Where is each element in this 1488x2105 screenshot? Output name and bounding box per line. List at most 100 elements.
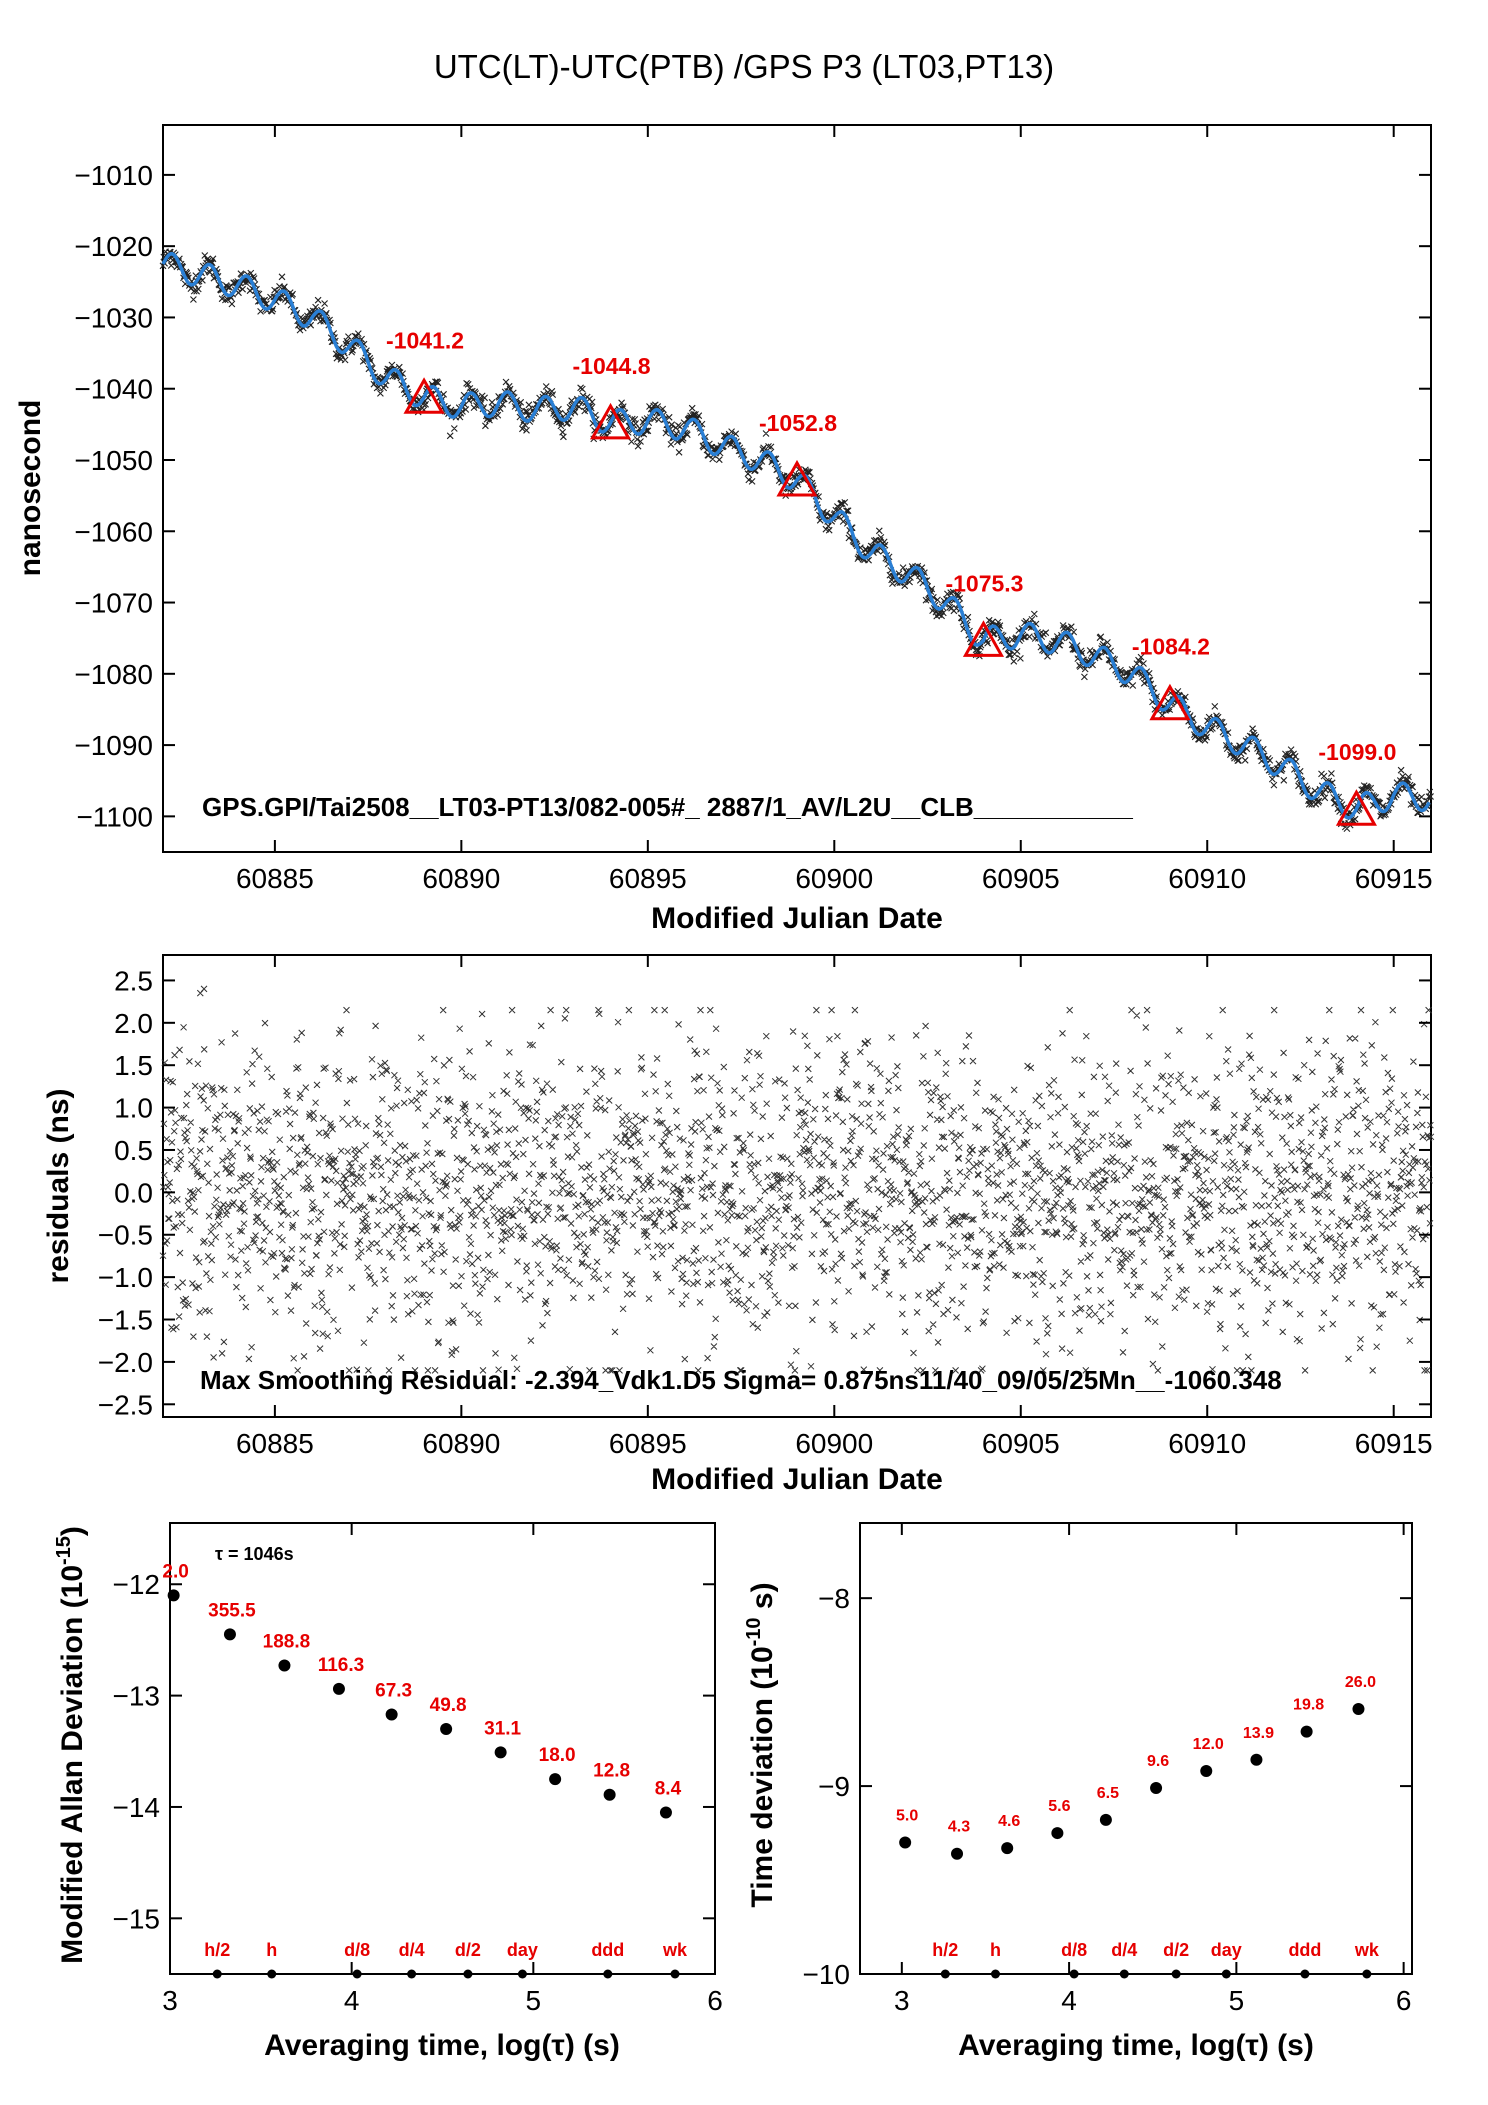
offset-y-tick-label: −1090 (74, 730, 153, 761)
mdev-time-mark-label: d/4 (399, 1940, 425, 1960)
marker-label: -1084.2 (1132, 634, 1210, 660)
tdev-time-mark (1300, 1969, 1310, 1979)
axis-ticks: 60885 60890 60895 60900 60905 60910 60915 −1010… (74, 125, 1433, 2016)
marker-label: -1099.0 (1318, 739, 1396, 765)
mdev-time-mark (212, 1969, 222, 1979)
mdev-point (385, 1708, 398, 1721)
offset-y-tick-label: −1050 (74, 445, 153, 476)
mdev-time-mark-label: ddd (591, 1940, 624, 1960)
tdev-points: 5.0 4.3 4.6 5.6 6.5 9.6 12.0 13.9 19.8 26.0 h/2 h d/… (896, 1674, 1380, 1979)
tdev-time-mark (1069, 1969, 1079, 1979)
mdev-point (440, 1723, 453, 1736)
tdev-point (1099, 1813, 1112, 1826)
residuals-x-tick-label: 60915 (1355, 1428, 1433, 1459)
mdev-x-tick-label: 6 (707, 1985, 723, 2016)
tdev-point-label: 26.0 (1345, 1674, 1376, 1691)
mdev-time-mark (603, 1969, 613, 1979)
tdev-time-mark (1362, 1969, 1372, 1979)
mdev-point-label: 355.5 (208, 1600, 256, 1621)
mdev-y-tick-label: −12 (113, 1569, 161, 1600)
mdev-point (278, 1659, 291, 1672)
residuals-x-tick-label: 60890 (422, 1428, 500, 1459)
offset-y-tick-label: −1080 (74, 659, 153, 690)
residuals-y-tick-label: 0.5 (114, 1135, 153, 1166)
offset-y-tick-label: −1020 (74, 231, 153, 262)
tdev-time-mark-label: d/4 (1111, 1940, 1137, 1960)
mdev-y-tick-label: −14 (113, 1792, 161, 1823)
tdev-x-tick-label: 6 (1396, 1985, 1412, 2016)
mdev-x-tick-label: 5 (526, 1985, 542, 2016)
residuals-x-tick-label: 60905 (982, 1428, 1060, 1459)
triangle-marker (403, 377, 445, 414)
mdev-x-tick-label: 4 (344, 1985, 360, 2016)
residuals-x-tick-label: 60895 (609, 1428, 687, 1459)
mdev-point-label: 8.4 (655, 1779, 682, 1800)
offset-smooth-curve (161, 252, 1431, 820)
marker-label: -1044.8 (573, 353, 651, 379)
triangle-marker (1335, 789, 1377, 826)
tdev-point (899, 1836, 912, 1849)
triangle-marker (776, 459, 818, 497)
tdev-time-mark (990, 1969, 1000, 1979)
tdev-x-axis-label: Averaging time, log(τ) (s) (958, 2029, 1314, 2062)
tdev-point-label: 6.5 (1097, 1785, 1119, 1802)
mdev-tau-note: τ = 1046s (215, 1544, 294, 1564)
mdev-point (167, 1589, 180, 1602)
tdev-time-mark-label: d/8 (1061, 1940, 1087, 1960)
mdev-y-axis-label: Modified Allan Deviation (10-15) (53, 1526, 89, 1964)
residuals-y-tick-label: 2.0 (114, 1008, 153, 1039)
offset-x-tick-label: 60910 (1168, 863, 1246, 894)
residuals-y-tick-label: 1.0 (114, 1093, 153, 1124)
tdev-x-tick-label: 5 (1229, 1985, 1245, 2016)
tdev-time-mark-label: ddd (1288, 1940, 1321, 1960)
residuals-y-tick-label: −0.5 (98, 1220, 153, 1251)
tdev-point (1352, 1703, 1365, 1716)
mdev-time-mark (463, 1969, 473, 1979)
tdev-point-label: 19.8 (1293, 1697, 1324, 1714)
tdev-point-label: 4.3 (948, 1819, 970, 1836)
mdev-time-mark-label: wk (662, 1940, 688, 1960)
smooth-curve-line (161, 252, 1431, 820)
tdev-time-mark (1119, 1969, 1129, 1979)
mdev-point-label: 2.0 (162, 1561, 188, 1582)
offset-y-tick-label: −1060 (74, 516, 153, 547)
tdev-point-label: 12.0 (1193, 1736, 1224, 1753)
tdev-y-tick-label: −8 (818, 1583, 850, 1614)
tdev-point-label: 9.6 (1147, 1753, 1169, 1770)
tdev-point (1001, 1842, 1014, 1855)
tdev-time-mark-label: day (1211, 1940, 1242, 1960)
residual-data-points (159, 985, 1435, 1374)
offset-y-tick-label: −1100 (76, 801, 153, 832)
mdev-point-label: 31.1 (484, 1718, 521, 1739)
offset-annotation: GPS.GPI/Tai2508__LT03-PT13/082-005#_ 288… (202, 792, 1133, 822)
mdev-time-mark (670, 1969, 680, 1979)
mdev-x-tick-label: 3 (162, 1985, 178, 2016)
mdev-point-label: 188.8 (263, 1632, 311, 1653)
triangle-marker (962, 620, 1005, 657)
mdev-y-tick-label: −13 (113, 1681, 161, 1712)
residuals-y-axis-label: residuals (ns) (42, 1088, 75, 1283)
residuals-y-tick-label: −2.0 (98, 1347, 153, 1378)
residuals-x-tick-label: 60885 (236, 1428, 314, 1459)
mdev-time-mark-label: d/8 (344, 1940, 370, 1960)
tdev-x-tick-label: 4 (1061, 1985, 1077, 2016)
mdev-time-mark (517, 1969, 527, 1979)
offset-x-tick-label: 60885 (236, 863, 314, 894)
mdev-y-tick-label: −15 (113, 1903, 161, 1934)
mdev-time-mark-label: day (507, 1940, 538, 1960)
mdev-time-mark-label: d/2 (455, 1940, 481, 1960)
tdev-point (1300, 1725, 1313, 1738)
residuals-y-tick-label: 2.5 (114, 965, 153, 996)
offset-x-tick-label: 60915 (1355, 863, 1433, 894)
tdev-y-tick-label: −9 (818, 1771, 850, 1802)
tdev-time-mark (940, 1969, 950, 1979)
mdev-point (332, 1682, 345, 1695)
mdev-point-label: 18.0 (539, 1745, 576, 1766)
offset-x-tick-label: 60890 (422, 863, 500, 894)
mdev-point-label: 49.8 (430, 1695, 467, 1716)
mdev-time-mark (267, 1969, 277, 1979)
mdev-point (494, 1746, 507, 1759)
residuals-y-tick-label: 0.0 (114, 1177, 153, 1208)
mdev-point (223, 1628, 236, 1641)
mdev-time-mark-label: h/2 (204, 1940, 230, 1960)
